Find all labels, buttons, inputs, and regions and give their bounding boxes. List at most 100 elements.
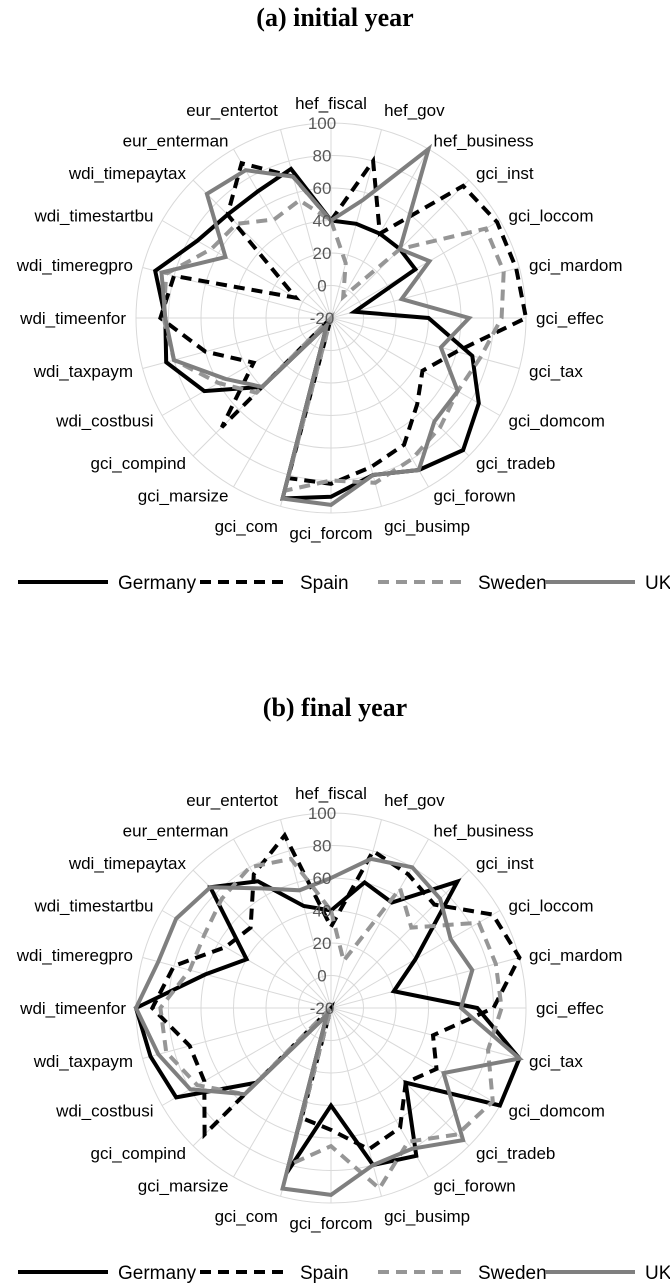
category-label: gci_forcom xyxy=(289,1214,372,1233)
category-label: gci_inst xyxy=(476,164,534,183)
grid-spoke xyxy=(330,819,382,1009)
category-label: gci_tax xyxy=(529,1052,583,1071)
category-label: gci_mardom xyxy=(529,256,623,275)
grid-spoke xyxy=(330,317,501,416)
category-label: wdi_costbusi xyxy=(55,412,153,431)
category-label: gci_marsize xyxy=(138,1177,229,1196)
series-line-spain xyxy=(149,831,522,1152)
category-label: gci_busimp xyxy=(384,1207,470,1226)
category-label: wdi_timeenfor xyxy=(19,999,126,1018)
series-line-germany xyxy=(133,878,522,1174)
legend-label-spain: Spain xyxy=(300,1263,349,1284)
grid-spoke xyxy=(330,267,520,319)
category-label: gci_compind xyxy=(91,1144,186,1163)
category-label: gci_forown xyxy=(434,1177,516,1196)
legend: Germany Spain Sweden UK xyxy=(18,573,670,594)
grid-spoke xyxy=(161,317,332,416)
chart-title: (b) final year xyxy=(263,693,407,722)
grid-spoke xyxy=(330,1007,501,1106)
category-label: gci_forown xyxy=(434,487,516,506)
series-line-uk xyxy=(133,856,524,1197)
tick-label: 20 xyxy=(313,244,332,263)
tick-label: 0 xyxy=(317,967,326,986)
category-label: gci_busimp xyxy=(384,517,470,536)
legend-label-spain: Spain xyxy=(300,573,349,594)
category-label: hef_fiscal xyxy=(295,784,367,803)
grid-spoke xyxy=(330,869,470,1009)
tick-label: 20 xyxy=(313,934,332,953)
category-label: eur_enterman xyxy=(123,132,229,151)
category-label: wdi_timepaytax xyxy=(68,854,187,873)
series-group xyxy=(152,143,529,507)
tick-label: -20 xyxy=(310,309,335,328)
category-label: eur_entertot xyxy=(186,791,278,810)
category-label: gci_effec xyxy=(536,999,604,1018)
category-label: wdi_costbusi xyxy=(55,1102,153,1121)
grid-spoke xyxy=(330,838,429,1009)
category-label: hef_business xyxy=(434,822,534,841)
tick-label: 100 xyxy=(308,114,336,133)
legend-label-sweden: Sweden xyxy=(478,573,547,594)
tick-label: 60 xyxy=(313,179,332,198)
series-line-sweden xyxy=(158,856,504,1192)
tick-label: 80 xyxy=(313,837,332,856)
grid-spoke xyxy=(330,317,429,488)
series-line-germany xyxy=(152,166,481,501)
grid-spoke xyxy=(330,317,470,457)
grid-spoke xyxy=(280,129,332,319)
category-label: gci_tax xyxy=(529,362,583,381)
category-label: gci_effec xyxy=(536,309,604,328)
series-group xyxy=(133,831,524,1197)
category-labels: hef_fiscal hef_gov hef_business gci_instgci… xyxy=(16,784,623,1233)
grid-spoke xyxy=(192,869,332,1009)
chart-title: (a) initial year xyxy=(256,3,413,32)
tick-label: 40 xyxy=(313,212,332,231)
grid-spoke xyxy=(142,957,332,1009)
category-label: wdi_timeregpro xyxy=(16,946,133,965)
grid-spoke xyxy=(233,1007,332,1178)
category-label: wdi_timestartbu xyxy=(33,897,153,916)
legend-label-uk: UK xyxy=(645,573,670,594)
category-label: eur_entertot xyxy=(186,101,278,120)
category-labels: hef_fiscal hef_gov hef_business gci_instgci… xyxy=(16,94,623,543)
category-label: wdi_timestartbu xyxy=(33,207,153,226)
category-label: gci_tradeb xyxy=(476,1144,555,1163)
legend-label-uk: UK xyxy=(645,1263,670,1284)
series-line-sweden xyxy=(161,197,506,494)
category-label: hef_gov xyxy=(384,791,445,810)
category-label: gci_tradeb xyxy=(476,454,555,473)
radial-ticks: -20 0 20 40 60 80 100 xyxy=(308,804,336,1018)
grid-spoke xyxy=(330,957,520,1009)
legend-label-germany: Germany xyxy=(118,1263,197,1284)
legend-label-germany: Germany xyxy=(118,573,197,594)
tick-label: -20 xyxy=(310,999,335,1018)
chart-initial-year: (a) initial year -20 0 20 40 60 80 100hef_fisca… xyxy=(16,3,670,594)
series-line-uk xyxy=(159,143,473,507)
category-label: gci_inst xyxy=(476,854,534,873)
grid-spoke xyxy=(330,1007,470,1147)
tick-label: 80 xyxy=(313,147,332,166)
category-label: gci_com xyxy=(215,517,278,536)
grid-spoke xyxy=(142,1007,332,1059)
legend: Germany Spain Sweden UK xyxy=(18,1263,670,1284)
category-label: gci_loccom xyxy=(509,207,594,226)
category-label: wdi_timepaytax xyxy=(68,164,187,183)
category-label: eur_enterman xyxy=(123,822,229,841)
category-label: gci_loccom xyxy=(509,897,594,916)
grid-spoke xyxy=(233,838,332,1009)
tick-label: 40 xyxy=(313,902,332,921)
category-label: wdi_timeenfor xyxy=(19,309,126,328)
category-label: hef_business xyxy=(434,132,534,151)
series-line-spain xyxy=(158,155,529,486)
category-label: hef_fiscal xyxy=(295,94,367,113)
tick-label: 100 xyxy=(308,804,336,823)
category-label: gci_compind xyxy=(91,454,186,473)
grid-spoke xyxy=(330,317,520,369)
tick-label: 0 xyxy=(317,277,326,296)
grid-spoke xyxy=(233,148,332,319)
grid-spoke xyxy=(233,317,332,488)
grid-spoke xyxy=(161,220,332,319)
category-label: wdi_timeregpro xyxy=(16,256,133,275)
